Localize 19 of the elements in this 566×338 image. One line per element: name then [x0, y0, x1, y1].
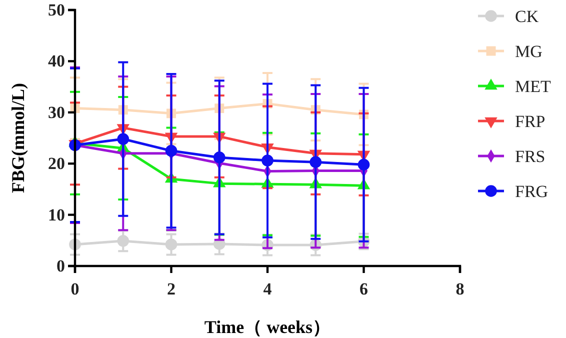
- x-tick-label: 6: [360, 280, 368, 299]
- legend-label: MET: [515, 77, 552, 96]
- legend-label: FRS: [515, 147, 546, 166]
- x-axis-title: Time（ weeks）: [204, 317, 331, 337]
- y-tick-label: 0: [56, 256, 65, 276]
- y-axis-title: FBG(mmol/L): [8, 83, 28, 193]
- y-tick-label: 20: [48, 154, 65, 174]
- legend-label: FRG: [515, 182, 548, 201]
- y-tick-label: 30: [48, 102, 65, 122]
- x-tick-label: 2: [167, 280, 176, 299]
- y-tick-label: 40: [48, 52, 65, 71]
- legend-label: FRP: [515, 112, 546, 131]
- x-tick-label: 8: [456, 280, 464, 299]
- x-tick-label: 4: [263, 280, 272, 299]
- legend-label: MG: [515, 42, 542, 61]
- x-tick-label: 0: [70, 280, 80, 299]
- legend-label: CK: [515, 7, 540, 26]
- y-tick-label: 10: [48, 205, 65, 224]
- y-tick-label: 50: [48, 0, 65, 20]
